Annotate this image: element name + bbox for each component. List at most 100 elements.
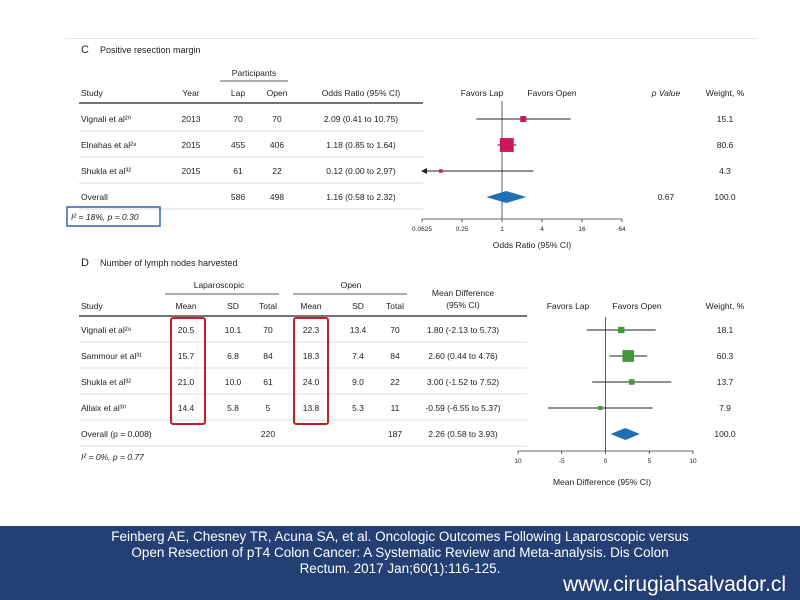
- panel-c-title: Positive resection margin: [100, 45, 201, 55]
- open-sd: 13.4: [350, 325, 367, 335]
- open-sd: 9.0: [352, 377, 364, 387]
- favors-lap-d: Favors Lap: [547, 301, 590, 311]
- md-header-2: (95% CI): [446, 300, 480, 310]
- col-odds-ratio: Odds Ratio (95% CI): [322, 88, 401, 98]
- effect-marker: [628, 379, 635, 385]
- effect-marker: [520, 115, 527, 123]
- overall-open: 498: [270, 192, 284, 202]
- forest-plots: C Positive resection margin Participants…: [66, 44, 745, 487]
- col-lap: Lap: [231, 88, 245, 98]
- lap-mean: 20.5: [178, 325, 195, 335]
- favors-open-c: Favors Open: [527, 88, 576, 98]
- study-year: 2013: [182, 114, 201, 124]
- open-sd: 7.4: [352, 351, 364, 361]
- open-count: 406: [270, 140, 284, 150]
- heterogeneity-d: I² = 0%, p = 0.77: [81, 452, 144, 462]
- effect-marker: [598, 405, 603, 411]
- overall-weight-d: 100.0: [714, 429, 736, 439]
- col-lap-total: Total: [259, 301, 277, 311]
- overall-label-c: Overall: [81, 192, 108, 202]
- forest-plot-d: 10 -5 0 5 10: [514, 317, 697, 465]
- open-mean: 24.0: [303, 377, 320, 387]
- study-name: Shukla et al³²: [81, 166, 131, 176]
- study-name: Vignali et al²⁹: [81, 325, 132, 335]
- col-study-c: Study: [81, 88, 103, 98]
- col-year: Year: [182, 88, 199, 98]
- overall-diamond-d: [610, 428, 640, 440]
- tick-label: 0.25: [456, 226, 469, 233]
- tick-label: 0.0625: [412, 226, 432, 233]
- tick-label: 10: [514, 458, 522, 465]
- study-weight: 15.1: [717, 114, 734, 124]
- study-weight: 18.1: [717, 325, 734, 335]
- citation: Feinberg AE, Chesney TR, Acuna SA, et al…: [0, 529, 800, 577]
- participants-header: Participants: [232, 68, 276, 78]
- study-name: Vignali et al²⁰: [81, 114, 132, 124]
- study-name: Sammour et al³¹: [81, 351, 142, 361]
- forest-plot-c: 0.0625 0.25 1 4 16 64: [412, 101, 626, 233]
- overall-row: Overall 586 498 1.16 (0.58 to 2.32) 0.67…: [81, 192, 736, 202]
- overall-open-total: 187: [388, 429, 402, 439]
- citation-footer: Feinberg AE, Chesney TR, Acuna SA, et al…: [0, 526, 800, 600]
- open-sd: 5.3: [352, 403, 364, 413]
- col-open-mean: Mean: [300, 301, 322, 311]
- lap-mean-highlight-box: [170, 317, 206, 425]
- citation-line: Feinberg AE, Chesney TR, Acuna SA, et al…: [111, 529, 689, 544]
- open-mean: 22.3: [303, 325, 320, 335]
- col-lap-sd: SD: [227, 301, 239, 311]
- favors-open-d: Favors Open: [612, 301, 661, 311]
- effect-marker: [622, 350, 635, 362]
- study-year: 2015: [182, 140, 201, 150]
- mean-difference-ci: 2.60 (0.44 to 4.76): [428, 351, 498, 361]
- lap-count: 61: [233, 166, 243, 176]
- heterogeneity-c: I² = 18%, p = 0.30: [71, 212, 139, 222]
- col-open-total: Total: [386, 301, 404, 311]
- lap-sd: 6.8: [227, 351, 239, 361]
- effect-marker: [618, 326, 625, 334]
- open-total: 84: [390, 351, 400, 361]
- table-row: Elnahas et al²⁸ 2015 455 406 1.18 (0.85 …: [81, 140, 734, 150]
- study-year: 2015: [182, 166, 201, 176]
- mean-difference-ci: -0.59 (-6.55 to 5.37): [425, 403, 500, 413]
- lap-sd: 10.0: [225, 377, 242, 387]
- mean-difference-ci: 3.00 (-1.52 to 7.52): [427, 377, 499, 387]
- table-row: Sammour et al³¹ 15.7 6.8 84 18.3 7.4 84 …: [81, 351, 734, 361]
- lap-count: 455: [231, 140, 245, 150]
- overall-pvalue: 0.67: [658, 192, 675, 202]
- overall-row: Overall (p = 0.008) 220 187 2.26 (0.58 t…: [81, 429, 736, 439]
- lap-total: 5: [266, 403, 271, 413]
- favors-lap-c: Favors Lap: [461, 88, 504, 98]
- xlabel-c: Odds Ratio (95% CI): [493, 240, 572, 250]
- open-count: 22: [272, 166, 282, 176]
- col-weight-d: Weight, %: [706, 301, 745, 311]
- md-header-1: Mean Difference: [432, 288, 494, 298]
- effect-marker: [439, 169, 443, 173]
- table-row: Vignali et al²⁰ 2013 70 70 2.09 (0.41 to…: [81, 114, 734, 124]
- panel-d-letter: D: [81, 257, 89, 269]
- col-pvalue: p Value: [651, 88, 681, 98]
- table-row: Shukla et al³² 2015 61 22 0.12 (0.00 to …: [81, 166, 731, 176]
- col-open: Open: [267, 88, 288, 98]
- lap-mean: 15.7: [178, 351, 195, 361]
- lap-total: 84: [263, 351, 273, 361]
- effect-marker: [499, 138, 514, 152]
- lap-total: 70: [263, 325, 273, 335]
- col-weight-c: Weight, %: [706, 88, 745, 98]
- lap-sd: 10.1: [225, 325, 242, 335]
- panel-d: D Number of lymph nodes harvested Laparo…: [79, 257, 745, 487]
- panel-c-letter: C: [81, 44, 89, 56]
- citation-line: Open Resection of pT4 Colon Cancer: A Sy…: [131, 545, 669, 560]
- overall-ci-c: 1.16 (0.58 to 2.32): [326, 192, 396, 202]
- tick-label: 5: [647, 458, 651, 465]
- study-weight: 4.3: [719, 166, 731, 176]
- study-name: Elnahas et al²⁸: [81, 140, 137, 150]
- overall-ci-d: 2.26 (0.58 to 3.93): [428, 429, 498, 439]
- ci-arrow-left: [421, 168, 427, 174]
- lap-mean: 21.0: [178, 377, 195, 387]
- col-study-d: Study: [81, 301, 103, 311]
- col-lap-mean: Mean: [175, 301, 197, 311]
- table-row: Allaix et al³⁰ 14.4 5.8 5 13.8 5.3 11 -0…: [81, 403, 731, 413]
- laparoscopic-header: Laparoscopic: [194, 280, 245, 290]
- tick-label: 64: [618, 226, 626, 233]
- xlabel-d: Mean Difference (95% CI): [553, 477, 651, 487]
